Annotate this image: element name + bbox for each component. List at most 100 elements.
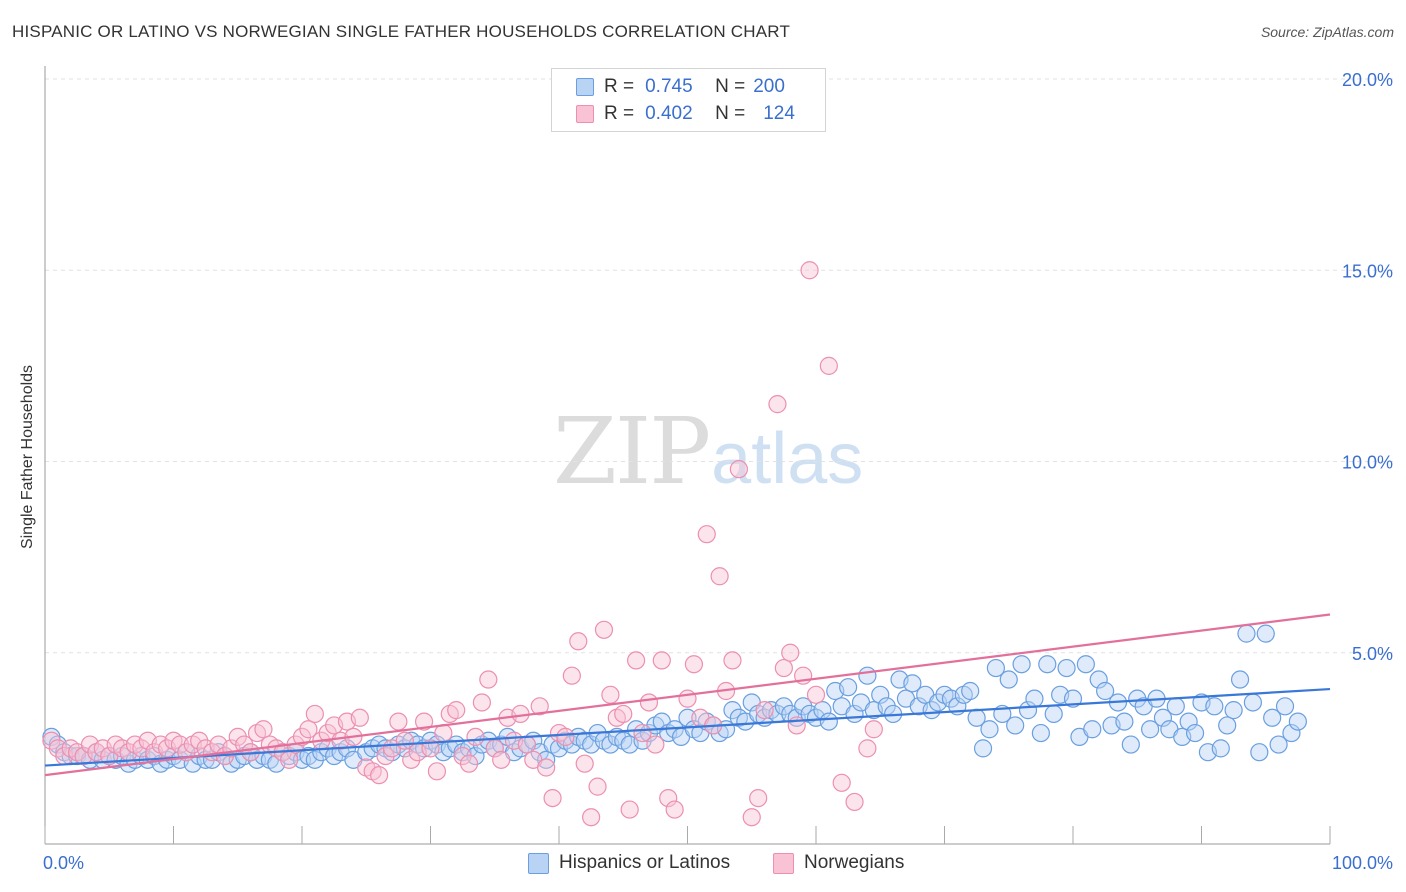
norwegian-point <box>594 620 614 639</box>
x-tick-label: 100.0% <box>1332 853 1393 873</box>
hispanic-point <box>1115 712 1134 731</box>
norwegian-point <box>575 754 594 773</box>
hispanic-point <box>1044 704 1063 724</box>
norwegian-swatch <box>576 105 594 123</box>
norwegian-point <box>749 788 768 808</box>
norwegian-point <box>626 651 646 670</box>
hispanic-point <box>1089 670 1108 689</box>
hispanic-point <box>1205 697 1224 716</box>
norwegian-point <box>299 720 318 739</box>
hispanic-point <box>1063 689 1083 708</box>
norwegian-point <box>601 685 620 704</box>
hispanic-point <box>1096 681 1115 701</box>
norwegian-point <box>697 525 716 544</box>
n-label: N = <box>715 103 746 124</box>
norwegian-point <box>530 697 549 716</box>
norwegian-point <box>781 643 800 662</box>
data-points <box>42 261 1307 827</box>
norwegian-point <box>858 739 877 758</box>
r-label: R = <box>604 103 635 124</box>
norwegian-point <box>472 693 491 712</box>
hispanic-point <box>1230 670 1250 689</box>
norwegian-point <box>466 727 485 747</box>
y-tick-label: 15.0% <box>1342 261 1393 281</box>
norwegian-point <box>646 735 665 754</box>
norwegian-point <box>659 788 678 808</box>
hispanic-point <box>973 739 993 758</box>
norwegian-point <box>652 651 671 670</box>
hispanic-point <box>999 670 1018 689</box>
hispanic-point <box>1224 701 1243 720</box>
hispanic-point <box>1218 716 1237 735</box>
n-value: 124 <box>763 103 795 124</box>
hispanic-point <box>1166 697 1185 716</box>
n-label: N = <box>715 76 746 97</box>
norwegian-point <box>832 773 851 792</box>
hispanic-point <box>1083 720 1102 739</box>
norwegian-point <box>588 777 607 796</box>
hispanic-point <box>871 685 890 704</box>
hispanic-point <box>1237 624 1256 643</box>
norwegian-point <box>742 808 761 827</box>
norwegian-point <box>569 632 588 651</box>
hispanic-point <box>1153 708 1173 727</box>
legend-label-hispanics: Hispanics or Latinos <box>559 852 731 873</box>
hispanic-point <box>858 666 877 685</box>
stats-row-hispanic: R = 0.745 N = 200 <box>576 74 785 100</box>
tick-labels: 5.0% 10.0% 15.0% 20.0% 0.0% 100.0% <box>43 70 1393 873</box>
norwegian-point <box>280 750 299 769</box>
hispanic-point <box>1250 743 1269 762</box>
hispanic-point <box>1031 723 1050 743</box>
legend-item-norwegians[interactable]: Norwegians <box>773 852 904 874</box>
norwegian-point <box>421 739 440 758</box>
n-value: 200 <box>753 76 785 97</box>
hispanic-point <box>1282 723 1301 743</box>
norwegian-point <box>774 658 793 678</box>
hispanic-point <box>1243 693 1263 712</box>
x-tick-label: 0.0% <box>43 853 84 873</box>
hispanic-point <box>1269 735 1288 754</box>
hispanic-point <box>1038 655 1057 674</box>
source-credit: Source: ZipAtlas.com <box>1260 24 1394 40</box>
legend-swatch-hispanics <box>528 852 549 874</box>
hispanic-point <box>1025 689 1044 708</box>
hispanic-point <box>1076 655 1095 674</box>
norwegian-point <box>684 655 704 674</box>
norwegian-point <box>639 693 659 712</box>
norwegian-point <box>537 758 556 777</box>
norwegian-point <box>492 750 511 769</box>
legend-item-hispanics[interactable]: Hispanics or Latinos <box>528 852 730 874</box>
y-tick-label: 10.0% <box>1342 453 1393 473</box>
legend-swatch-norwegians <box>773 852 794 874</box>
hispanic-point <box>1140 720 1160 739</box>
norwegian-point <box>768 395 787 414</box>
hispanic-point <box>1121 735 1140 754</box>
r-value: 0.402 <box>645 103 693 124</box>
norwegian-point <box>305 704 324 724</box>
stats-row-norwegian: R = 0.402 N = 124 <box>576 101 795 127</box>
hispanic-point <box>1179 712 1198 731</box>
norwegian-point <box>678 689 697 708</box>
hispanic-point <box>961 681 980 701</box>
hispanic-point <box>903 674 922 693</box>
hispanic-point <box>980 720 999 739</box>
y-tick-label: 5.0% <box>1352 644 1393 664</box>
norwegian-point <box>479 670 498 689</box>
norwegian-point <box>665 800 684 819</box>
trend-lines <box>44 613 1331 777</box>
norwegian-point <box>562 666 581 685</box>
norwegian-point <box>800 261 819 280</box>
chart-title: HISPANIC OR LATINO VS NORWEGIAN SINGLE F… <box>12 22 791 41</box>
norwegian-point <box>254 720 273 739</box>
hispanic-point <box>1057 658 1076 678</box>
norwegian-point <box>620 800 639 819</box>
norwegian-point <box>723 651 742 670</box>
axes <box>44 66 1331 845</box>
hispanic-point <box>1256 624 1275 643</box>
norwegian-point <box>614 704 633 724</box>
r-label: R = <box>604 76 635 97</box>
hispanic-trend-line <box>44 687 1331 767</box>
norwegian-point <box>427 762 447 781</box>
hispanic-point <box>1012 655 1031 674</box>
